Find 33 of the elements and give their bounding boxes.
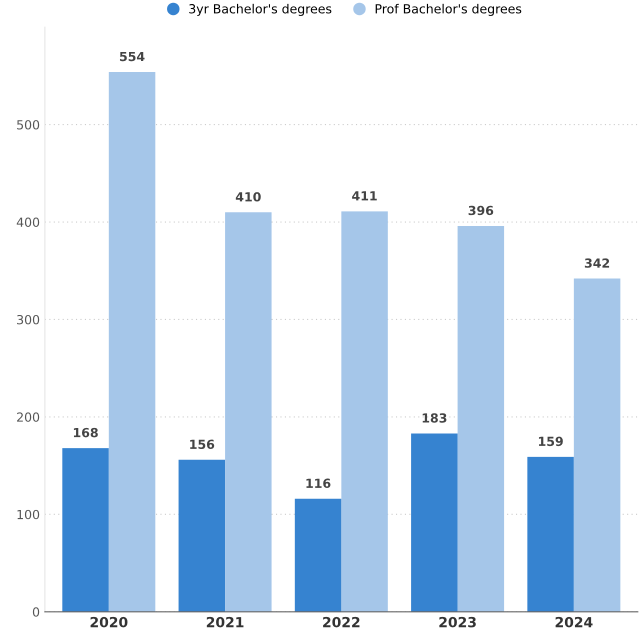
- data-label: 159: [538, 436, 563, 446]
- bar: [527, 456, 574, 612]
- bar: [411, 433, 458, 612]
- y-tick-label: 200: [17, 412, 40, 422]
- bar: [458, 226, 504, 612]
- bar: [178, 460, 226, 612]
- data-label: 156: [190, 440, 214, 450]
- y-tick-label: 100: [18, 510, 40, 520]
- data-label: 342: [584, 258, 610, 268]
- data-label: 116: [306, 478, 330, 488]
- x-tick-label: 2020: [90, 616, 128, 628]
- legend-label: 3yr Bachelor's degrees: [189, 4, 332, 16]
- x-tick-label: 2024: [556, 616, 593, 628]
- x-tick-label: 2021: [206, 616, 244, 628]
- bar: [294, 498, 342, 612]
- legend-label: Prof Bachelor's degrees: [376, 4, 522, 16]
- x-tick-label: 2022: [323, 616, 360, 628]
- data-label: 183: [422, 413, 446, 423]
- y-tick-label: 400: [16, 218, 40, 227]
- data-label: 410: [236, 192, 261, 202]
- bar: [108, 72, 156, 612]
- data-label: 411: [352, 191, 377, 200]
- bar: [225, 212, 272, 612]
- y-tick-label: 500: [17, 120, 40, 130]
- y-tick-label: 300: [17, 314, 40, 324]
- y-tick-label: 0: [32, 607, 40, 617]
- data-label: 168: [74, 428, 98, 438]
- x-tick-label: 2023: [439, 616, 476, 628]
- bar: [574, 278, 620, 612]
- bar: [341, 211, 388, 612]
- data-label: 554: [120, 52, 145, 62]
- data-label: 396: [468, 206, 494, 216]
- bar: [62, 448, 109, 612]
